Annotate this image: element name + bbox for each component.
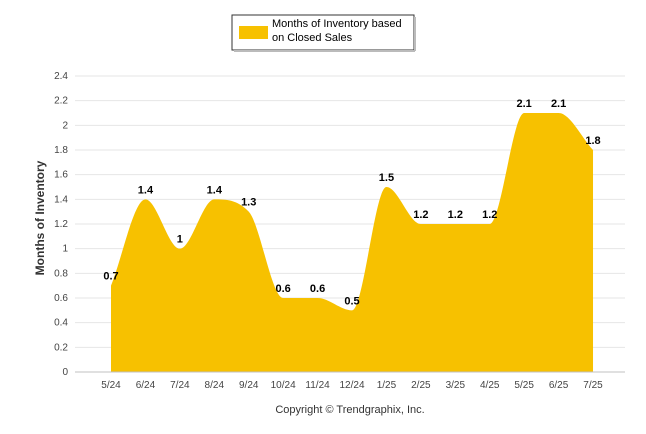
x-tick-label: 6/24 — [136, 380, 156, 391]
x-tick-label: 5/25 — [514, 380, 534, 391]
data-label: 2.1 — [551, 98, 566, 110]
data-label: 0.6 — [276, 283, 291, 295]
x-tick-label: 2/25 — [411, 380, 431, 391]
x-axis-ticks: 5/24 6/24 7/24 8/24 9/24 10/24 11/24 12/24 1/25 2… — [101, 380, 603, 391]
data-label: 1.5 — [379, 172, 394, 184]
y-tick-label: 1.6 — [54, 170, 68, 181]
y-axis-ticks: 0 0.2 0.4 0.6 0.8 1 1.2 1.4 1.6 1.8 2 2.2 2.4 — [54, 71, 68, 378]
data-label: 1.8 — [585, 135, 600, 147]
y-tick-label: 0.6 — [54, 293, 68, 304]
series-area — [111, 113, 594, 372]
data-label: 1.2 — [413, 209, 428, 221]
y-axis-title: Months of Inventory — [33, 160, 47, 275]
x-tick-label: 7/25 — [583, 380, 603, 391]
x-tick-label: 4/25 — [480, 380, 500, 391]
x-tick-label: 7/24 — [170, 380, 190, 391]
y-tick-label: 1.8 — [54, 145, 68, 156]
data-labels: 0.7 1.4 1 1.4 1.3 0.6 0.6 0.5 1.5 1.2 1.2 1.2 2.1 2.1… — [103, 98, 600, 307]
x-tick-label: 1/25 — [377, 380, 397, 391]
legend: Months of Inventory based on Closed Sale… — [231, 14, 416, 52]
data-label: 1.4 — [207, 184, 223, 196]
data-label: 0.6 — [310, 283, 325, 295]
x-tick-label: 10/24 — [271, 380, 296, 391]
data-label: 0.5 — [344, 295, 359, 307]
x-tick-label: 8/24 — [205, 380, 225, 391]
y-tick-label: 1.2 — [54, 219, 68, 230]
y-tick-label: 2.4 — [54, 71, 68, 82]
x-tick-label: 11/24 — [305, 380, 330, 391]
x-tick-label: 5/24 — [101, 380, 121, 391]
data-label: 1.3 — [241, 197, 256, 209]
y-tick-label: 0.8 — [54, 268, 68, 279]
y-tick-label: 1 — [62, 244, 68, 255]
x-tick-label: 9/24 — [239, 380, 259, 391]
y-tick-label: 2.2 — [54, 96, 68, 107]
data-label: 1 — [177, 234, 183, 246]
y-tick-label: 2 — [62, 120, 68, 131]
x-tick-label: 6/25 — [549, 380, 569, 391]
y-tick-label: 0 — [62, 367, 68, 378]
data-label: 1.2 — [482, 209, 497, 221]
legend-label-line2: on Closed Sales — [272, 32, 353, 44]
plot-area — [111, 113, 594, 372]
data-label: 1.2 — [448, 209, 463, 221]
data-label: 2.1 — [517, 98, 532, 110]
y-tick-label: 0.2 — [54, 342, 68, 353]
data-label: 1.4 — [138, 184, 154, 196]
y-tick-label: 1.4 — [54, 194, 68, 205]
legend-swatch — [239, 26, 268, 39]
x-tick-label: 3/25 — [446, 380, 466, 391]
data-label: 0.7 — [103, 271, 118, 283]
copyright-credit: Copyright © Trendgraphix, Inc. — [275, 404, 424, 416]
x-tick-label: 12/24 — [339, 380, 364, 391]
y-tick-label: 0.4 — [54, 318, 68, 329]
legend-label-line1: Months of Inventory based — [272, 18, 402, 30]
